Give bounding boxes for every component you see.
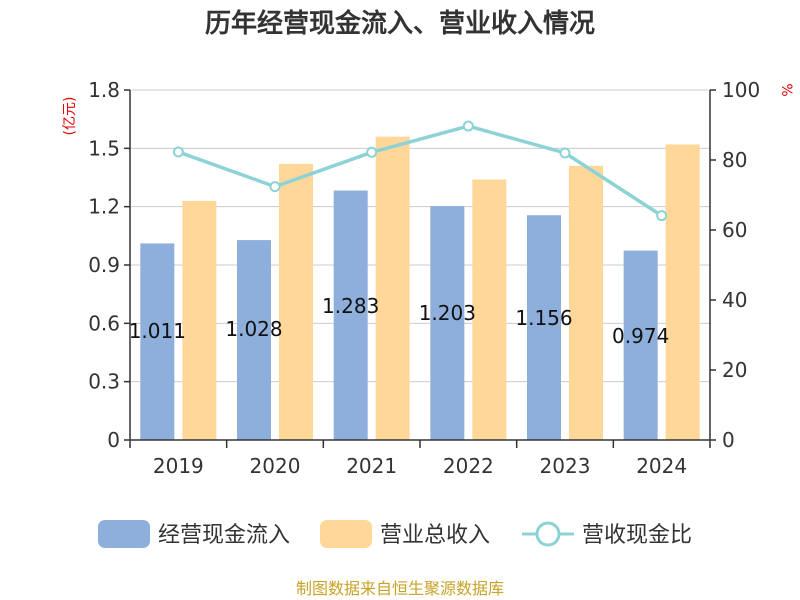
ratio-point xyxy=(462,120,474,132)
bars xyxy=(140,136,700,441)
legend-label-revenue: 营业总收入 xyxy=(380,523,490,548)
revenue-bar xyxy=(279,163,313,440)
right-axis-tick-label: 0 xyxy=(722,428,735,452)
x-axis-tick-label: 2023 xyxy=(540,454,591,478)
axes: 0 0.3 0.6 0.9 1.2 1.5 1.8 0 20 40 60 80 100 2019 2020 2… xyxy=(88,78,760,478)
left-axis-tick-label: 0 xyxy=(107,428,120,452)
revenue-bar xyxy=(569,165,603,441)
cash-inflow-value-label: 1.011 xyxy=(129,319,186,343)
revenue-bar xyxy=(375,136,410,440)
legend: 经营现金流入 营业总收入 营收现金比 xyxy=(98,520,692,548)
revenue-bar xyxy=(182,200,217,440)
cash-inflow-bar xyxy=(430,206,465,440)
left-axis-tick-label: 0.3 xyxy=(88,370,120,394)
cash-inflow-bar xyxy=(237,240,271,440)
cash-inflow-bar xyxy=(333,190,368,440)
right-axis-tick-label: 60 xyxy=(722,218,747,242)
left-axis-tick-label: 0.6 xyxy=(88,311,120,335)
legend-label-cash-inflow: 经营现金流入 xyxy=(158,523,290,548)
x-axis-tick-label: 2019 xyxy=(153,454,204,478)
left-axis-tick-label: 1.8 xyxy=(88,78,120,102)
x-axis-tick-label: 2021 xyxy=(346,454,397,478)
legend-swatch-cash-inflow xyxy=(98,520,150,548)
right-axis-tick-label: 40 xyxy=(722,288,747,312)
ratio-point xyxy=(366,146,378,158)
source-note: 制图数据来自恒生聚源数据库 xyxy=(296,579,504,598)
ratio-point xyxy=(559,147,571,159)
ratio-line-series xyxy=(172,120,668,222)
legend-label-ratio: 营收现金比 xyxy=(582,523,692,548)
left-axis-tick-label: 1.5 xyxy=(88,136,120,160)
revenue-bar xyxy=(472,179,507,440)
grid-lines xyxy=(130,89,710,383)
ratio-point xyxy=(172,146,184,158)
right-axis-tick-label: 20 xyxy=(722,358,747,382)
cash-inflow-value-label: 1.156 xyxy=(515,306,572,330)
right-axis-tick-label: 100 xyxy=(722,78,760,102)
left-axis-tick-label: 0.9 xyxy=(88,253,120,277)
cash-inflow-value-label: 1.283 xyxy=(322,294,379,318)
data-labels: 1.011 1.028 1.283 1.203 1.156 0.974 xyxy=(129,294,670,348)
cash-inflow-bar xyxy=(140,243,175,440)
ratio-line xyxy=(177,124,663,218)
cash-inflow-bar xyxy=(527,215,561,440)
chart-title: 历年经营现金流入、营业收入情况 xyxy=(205,8,595,39)
x-axis-tick-label: 2024 xyxy=(636,454,687,478)
right-axis-unit: % xyxy=(778,83,794,96)
cash-inflow-value-label: 0.974 xyxy=(612,324,669,348)
revenue-bar xyxy=(665,144,700,440)
right-axis-tick-label: 80 xyxy=(722,148,747,172)
x-axis-tick-label: 2020 xyxy=(250,454,301,478)
cash-inflow-value-label: 1.028 xyxy=(225,317,282,341)
x-axis-tick-label: 2022 xyxy=(443,454,494,478)
cash-inflow-bar xyxy=(623,250,658,440)
cash-inflow-value-label: 1.203 xyxy=(419,301,476,325)
left-axis-unit: (亿元) xyxy=(62,97,78,136)
ratio-point xyxy=(656,210,668,222)
left-axis-tick-label: 1.2 xyxy=(88,195,120,219)
legend-swatch-revenue xyxy=(320,520,372,548)
ratio-point xyxy=(269,181,281,193)
legend-swatch-ratio-marker xyxy=(535,521,561,547)
